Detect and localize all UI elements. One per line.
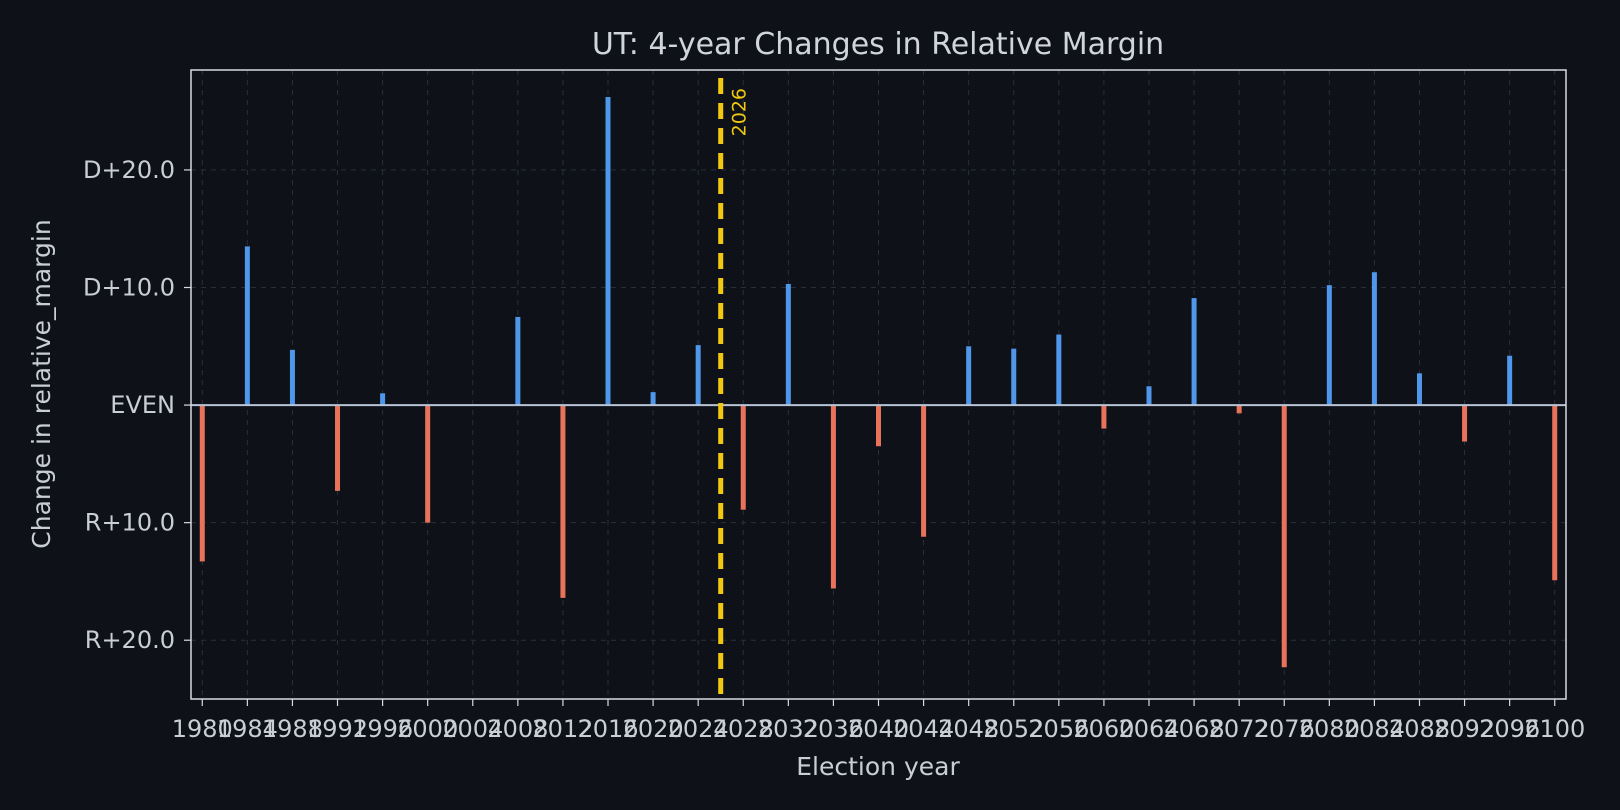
bar-2024 bbox=[695, 345, 701, 406]
bar-2064 bbox=[1146, 386, 1152, 406]
x-tick-label-2052: 2052 bbox=[983, 715, 1044, 743]
x-tick-label-1992: 1992 bbox=[307, 715, 368, 743]
y-axis-ticks: D+20.0 D+10.0 EVEN R+10.0 R+20.0 bbox=[83, 156, 191, 654]
x-tick-label-1984: 1984 bbox=[217, 715, 278, 743]
x-tick-label-2012: 2012 bbox=[532, 715, 593, 743]
x-tick-label-2048: 2048 bbox=[938, 715, 999, 743]
x-tick-label-2096: 2096 bbox=[1479, 715, 1540, 743]
x-tick-label-2016: 2016 bbox=[577, 715, 638, 743]
x-tick-label-2068: 2068 bbox=[1164, 715, 1225, 743]
bar-1996 bbox=[380, 393, 386, 406]
bars bbox=[199, 97, 1558, 668]
x-tick-label-2004: 2004 bbox=[442, 715, 503, 743]
bar-2012 bbox=[560, 405, 566, 598]
x-tick-label-2028: 2028 bbox=[713, 715, 774, 743]
bar-2100 bbox=[1552, 405, 1558, 581]
y-tick-label-1: D+10.0 bbox=[83, 274, 175, 302]
bar-2000 bbox=[425, 405, 431, 523]
bar-1984 bbox=[244, 246, 250, 406]
y-axis-label: Change in relative_margin bbox=[27, 219, 56, 548]
x-axis-ticks: 1980198419881992199620002004200820122016… bbox=[172, 699, 1585, 743]
bar-2076 bbox=[1281, 405, 1287, 668]
bar-2072 bbox=[1236, 405, 1242, 414]
bar-2084 bbox=[1371, 272, 1377, 406]
marker-label: 2026 bbox=[729, 88, 751, 136]
y-tick-label-2: EVEN bbox=[110, 391, 175, 419]
x-tick-label-2088: 2088 bbox=[1389, 715, 1450, 743]
bar-2044 bbox=[921, 405, 927, 537]
x-tick-label-2000: 2000 bbox=[397, 715, 458, 743]
x-tick-label-2008: 2008 bbox=[487, 715, 548, 743]
marker-2026: 2026 bbox=[718, 78, 751, 699]
x-tick-label-2056: 2056 bbox=[1028, 715, 1089, 743]
bar-2068 bbox=[1191, 298, 1197, 406]
x-tick-label-2072: 2072 bbox=[1209, 715, 1270, 743]
bar-2088 bbox=[1416, 373, 1422, 406]
bar-2092 bbox=[1462, 405, 1468, 442]
bar-1980 bbox=[199, 405, 205, 562]
x-tick-label-2036: 2036 bbox=[803, 715, 864, 743]
bar-2080 bbox=[1326, 285, 1332, 406]
chart-title: UT: 4-year Changes in Relative Margin bbox=[592, 27, 1164, 62]
x-tick-label-2024: 2024 bbox=[668, 715, 729, 743]
bar-2096 bbox=[1507, 355, 1513, 406]
x-tick-label-1996: 1996 bbox=[352, 715, 413, 743]
x-tick-label-2020: 2020 bbox=[623, 715, 684, 743]
x-tick-label-2064: 2064 bbox=[1118, 715, 1179, 743]
bar-1988 bbox=[289, 349, 295, 406]
x-tick-label-2044: 2044 bbox=[893, 715, 954, 743]
y-tick-label-0: D+20.0 bbox=[83, 156, 175, 184]
bar-2016 bbox=[605, 97, 611, 406]
x-tick-label-2092: 2092 bbox=[1434, 715, 1495, 743]
y-tick-label-3: R+10.0 bbox=[85, 509, 175, 537]
x-tick-label-2060: 2060 bbox=[1073, 715, 1134, 743]
x-tick-label-2084: 2084 bbox=[1344, 715, 1405, 743]
bar-2056 bbox=[1056, 334, 1062, 406]
bar-2020 bbox=[650, 392, 656, 406]
x-tick-label-2076: 2076 bbox=[1254, 715, 1315, 743]
bar-2028 bbox=[740, 405, 746, 510]
bar-1992 bbox=[335, 405, 341, 491]
x-tick-label-2040: 2040 bbox=[848, 715, 909, 743]
x-tick-label-2032: 2032 bbox=[758, 715, 819, 743]
bar-2040 bbox=[876, 405, 881, 447]
bar-2032 bbox=[785, 283, 791, 406]
x-tick-label-2100: 2100 bbox=[1524, 715, 1585, 743]
bar-2008 bbox=[515, 316, 521, 406]
x-tick-label-1988: 1988 bbox=[262, 715, 323, 743]
bar-2052 bbox=[1011, 348, 1017, 406]
x-tick-label-2080: 2080 bbox=[1299, 715, 1360, 743]
bar-2060 bbox=[1101, 405, 1107, 429]
bar-2036 bbox=[830, 405, 836, 589]
bar-2048 bbox=[966, 346, 972, 406]
x-tick-label-1980: 1980 bbox=[172, 715, 233, 743]
y-tick-label-4: R+20.0 bbox=[85, 626, 175, 654]
x-axis-label: Election year bbox=[796, 752, 960, 781]
